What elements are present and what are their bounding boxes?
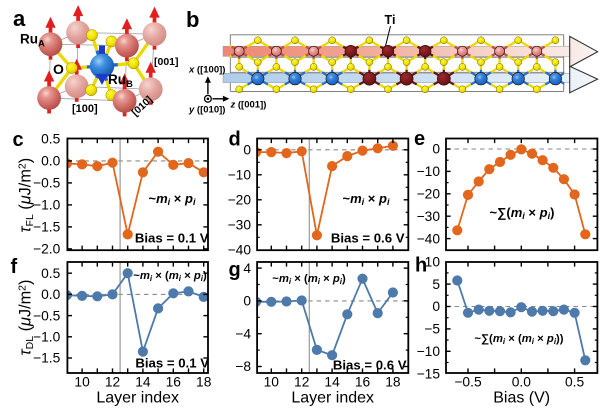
- svg-text:Layer index: Layer index: [96, 390, 179, 407]
- svg-text:[001]: [001]: [154, 56, 179, 68]
- svg-text:0: 0: [432, 142, 440, 157]
- svg-text:d: d: [229, 129, 241, 151]
- svg-text:−10: −10: [417, 344, 441, 359]
- svg-text:[100]: [100]: [72, 103, 98, 115]
- svg-text:−0.5: −0.5: [454, 375, 482, 390]
- svg-text:0.0: 0.0: [41, 287, 61, 302]
- svg-text:18: 18: [385, 375, 401, 390]
- svg-text:Bias = 0.6 V: Bias = 0.6 V: [331, 231, 405, 246]
- svg-text:−40: −40: [228, 243, 252, 258]
- svg-text:−20: −20: [228, 193, 252, 208]
- svg-text:Bias = 0.1 V: Bias = 0.1 V: [135, 355, 209, 370]
- svg-text:10: 10: [264, 375, 280, 390]
- svg-text:c: c: [13, 129, 24, 151]
- svg-text:−1.5: −1.5: [33, 351, 61, 366]
- svg-text:−10: −10: [228, 168, 252, 183]
- svg-text:−5: −5: [424, 322, 440, 337]
- svg-text:z ([001]): z ([001]): [230, 100, 267, 111]
- svg-text:Bias (V): Bias (V): [493, 390, 550, 407]
- svg-text:~mi × (mi × pi): ~mi × (mi × pi): [272, 273, 346, 286]
- svg-text:−2.0: −2.0: [33, 242, 61, 257]
- svg-text:10: 10: [425, 254, 441, 269]
- svg-text:16: 16: [355, 375, 371, 390]
- svg-text:14: 14: [135, 375, 151, 390]
- svg-text:b: b: [186, 7, 199, 32]
- svg-text:−4: −4: [235, 326, 251, 341]
- svg-text:0.0: 0.0: [41, 154, 61, 169]
- svg-text:−15: −15: [417, 366, 441, 381]
- svg-text:−10: −10: [417, 164, 441, 179]
- svg-text:5: 5: [432, 277, 440, 292]
- svg-text:12: 12: [105, 375, 120, 390]
- svg-text:0: 0: [243, 294, 251, 309]
- svg-text:y ([010]): y ([010]): [188, 105, 225, 116]
- svg-text:−0.5: −0.5: [33, 176, 61, 191]
- svg-text:−0.5: −0.5: [33, 308, 61, 323]
- svg-text:−8: −8: [235, 359, 251, 374]
- svg-text:f: f: [11, 256, 18, 278]
- svg-text:0: 0: [243, 143, 251, 158]
- svg-text:0.5: 0.5: [565, 375, 585, 390]
- svg-text:g: g: [229, 259, 241, 281]
- svg-text:18: 18: [196, 375, 212, 390]
- svg-text:−1.0: −1.0: [33, 198, 61, 213]
- svg-text:10: 10: [74, 375, 90, 390]
- svg-text:~∑(mi × pi): ~∑(mi × pi): [490, 205, 555, 221]
- svg-text:Bias = 0.6 V: Bias = 0.6 V: [333, 357, 407, 372]
- svg-text:−1.0: −1.0: [33, 330, 61, 345]
- svg-text:x ([100]): x ([100]): [188, 65, 225, 76]
- svg-text:Ti: Ti: [385, 13, 396, 27]
- svg-text:0.5: 0.5: [41, 132, 61, 147]
- svg-text:O: O: [53, 61, 64, 77]
- svg-text:−30: −30: [417, 209, 441, 224]
- svg-text:h: h: [415, 255, 427, 277]
- svg-text:4: 4: [243, 261, 251, 276]
- svg-text:0.0: 0.0: [512, 375, 532, 390]
- svg-text:a: a: [13, 6, 26, 31]
- svg-text:~∑(mi × (mi × pi)): ~∑(mi × (mi × pi)): [474, 333, 563, 346]
- svg-text:τFL (μJ/m2): τFL (μJ/m2): [16, 158, 36, 233]
- svg-text:0: 0: [432, 299, 440, 314]
- svg-text:e: e: [414, 128, 425, 150]
- svg-text:16: 16: [166, 375, 182, 390]
- svg-text:Layer index: Layer index: [291, 390, 374, 407]
- svg-text:−30: −30: [228, 218, 252, 233]
- svg-text:14: 14: [324, 375, 340, 390]
- svg-text:~mi × pi: ~mi × pi: [343, 191, 390, 207]
- svg-text:τDL (μJ/m2): τDL (μJ/m2): [16, 280, 36, 356]
- svg-text:0.5: 0.5: [41, 266, 61, 281]
- svg-text:−20: −20: [417, 187, 441, 202]
- svg-text:−1.5: −1.5: [33, 220, 61, 235]
- svg-text:Bias = 0.1 V: Bias = 0.1 V: [135, 231, 209, 246]
- svg-text:12: 12: [294, 375, 309, 390]
- svg-text:~mi × pi: ~mi × pi: [149, 191, 196, 207]
- svg-text:−40: −40: [417, 231, 441, 246]
- svg-text:~mi × (mi × pi): ~mi × (mi × pi): [133, 270, 207, 283]
